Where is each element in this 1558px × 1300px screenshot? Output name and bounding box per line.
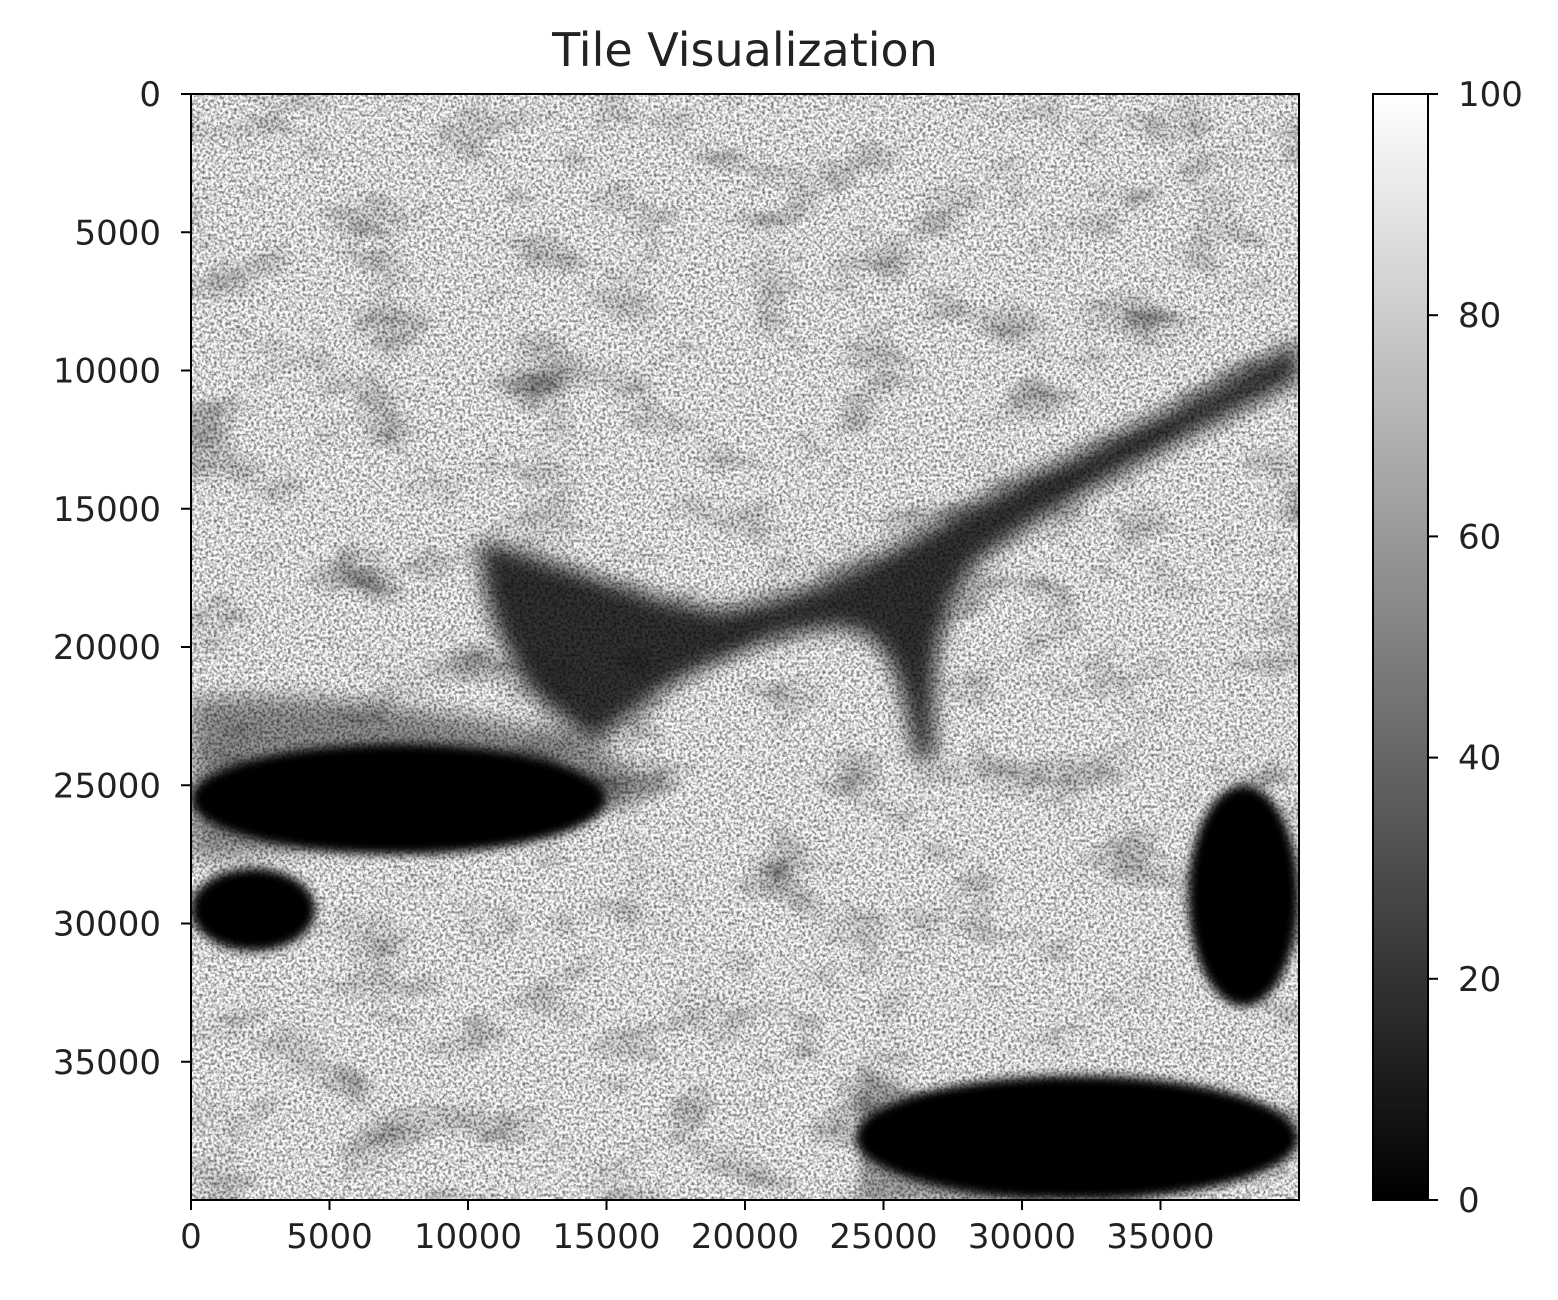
x-axis-ticks: 0 5000 10000 15000 20000 25000 30000 35000 (180, 1200, 1215, 1257)
x-tick-label: 10000 (414, 1217, 522, 1257)
colorbar-gradient (1372, 93, 1429, 1201)
colorbar-tick-label: 20 (1458, 960, 1501, 1000)
x-tick-label: 5000 (286, 1217, 373, 1257)
x-tick-label: 0 (180, 1217, 202, 1257)
chart-title: Tile Visualization (551, 23, 938, 77)
y-tick-label: 0 (139, 75, 161, 115)
y-axis-ticks: 0 5000 10000 15000 20000 25000 30000 35000 (53, 75, 191, 1083)
colorbar-tick-label: 0 (1458, 1181, 1480, 1221)
x-tick-label: 30000 (968, 1217, 1076, 1257)
colorbar-tick-label: 60 (1458, 517, 1501, 557)
tile-image-speckle (191, 94, 1299, 1200)
x-tick-label: 35000 (1106, 1217, 1214, 1257)
x-tick-label: 15000 (552, 1217, 660, 1257)
plot-area (191, 94, 1299, 1200)
y-tick-label: 5000 (74, 213, 161, 253)
y-tick-label: 20000 (53, 628, 161, 668)
y-tick-label: 25000 (53, 766, 161, 806)
colorbar-ticks: 0 20 40 60 80 100 (1428, 75, 1523, 1221)
colorbar: 0 20 40 60 80 100 (1372, 75, 1523, 1221)
y-tick-label: 15000 (53, 490, 161, 530)
y-tick-label: 30000 (53, 905, 161, 945)
x-tick-label: 25000 (829, 1217, 937, 1257)
colorbar-tick-label: 40 (1458, 739, 1501, 779)
y-tick-label: 10000 (53, 352, 161, 392)
colorbar-tick-label: 80 (1458, 296, 1501, 336)
x-tick-label: 20000 (691, 1217, 799, 1257)
y-tick-label: 35000 (53, 1043, 161, 1083)
colorbar-tick-label: 100 (1458, 75, 1523, 115)
